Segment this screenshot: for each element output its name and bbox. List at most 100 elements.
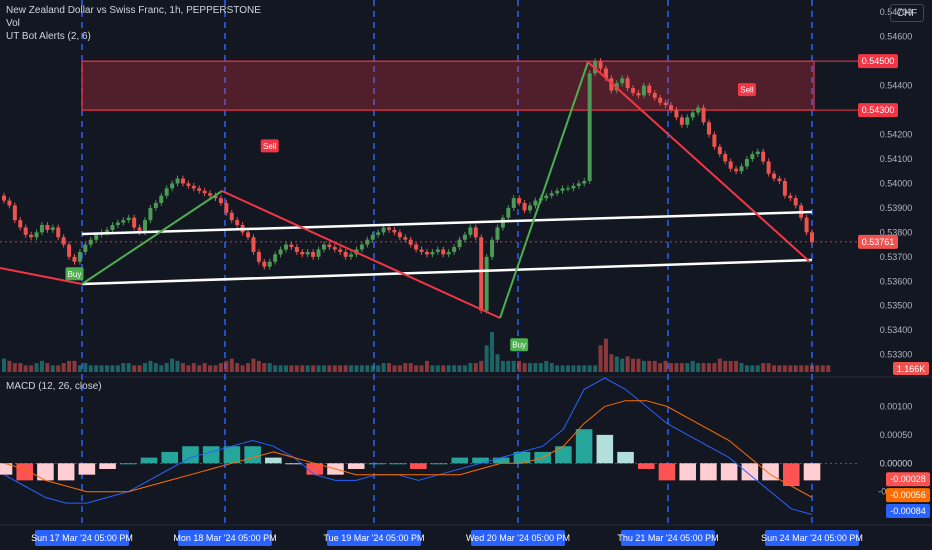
volume-bar	[614, 356, 619, 372]
volume-bar	[636, 358, 641, 372]
volume-bar	[349, 365, 354, 372]
candle	[544, 192, 549, 202]
volume-bar	[761, 363, 766, 372]
candle	[305, 248, 310, 258]
candle	[636, 90, 641, 99]
volume-bar	[343, 365, 348, 372]
candle	[555, 187, 560, 197]
candle-body	[332, 247, 337, 250]
candle	[473, 224, 478, 241]
candle-body	[522, 203, 527, 211]
macd-tick-label: 0.00050	[880, 430, 913, 440]
candle	[620, 75, 625, 87]
candle	[370, 231, 375, 243]
candle	[77, 248, 82, 265]
candle-body	[587, 73, 592, 181]
volume-bar	[419, 365, 424, 372]
volume-bar	[658, 363, 663, 372]
volume-bar	[316, 365, 321, 372]
time-tick-label: Mon 18 Mar '24 05:00 PM	[173, 533, 276, 543]
volume-bar	[750, 365, 755, 372]
volume-bar	[674, 363, 679, 372]
volume-bar	[289, 365, 294, 372]
time-tick: Thu 21 Mar '24 05:00 PM	[617, 530, 719, 546]
candle-body	[12, 205, 17, 221]
volume-bar	[39, 360, 44, 372]
candle-body	[511, 198, 516, 208]
volume-bar	[267, 363, 272, 372]
candle	[115, 219, 120, 228]
volume-bar	[647, 360, 652, 372]
candle	[761, 148, 766, 165]
candle	[517, 195, 522, 206]
volume-bar	[663, 360, 668, 372]
volume-bar	[137, 365, 142, 372]
volume-bar	[788, 365, 793, 372]
trendline-green-2	[499, 61, 589, 319]
candle	[549, 190, 554, 199]
candle-body	[717, 146, 722, 155]
candle	[392, 226, 397, 236]
candle-body	[755, 151, 760, 155]
candle	[582, 178, 587, 187]
trendline-red-1	[221, 190, 501, 319]
candle	[300, 248, 305, 258]
time-tick-bg	[178, 530, 272, 546]
signal-badge	[260, 139, 279, 153]
volume-bar	[744, 365, 749, 372]
candle-body	[484, 256, 489, 311]
candle	[696, 104, 701, 116]
candle	[419, 246, 424, 255]
volume-bar	[45, 363, 50, 372]
candle-body	[430, 251, 435, 255]
macd-value-label: -0.00028	[890, 474, 926, 484]
macd-histogram-bar	[78, 463, 96, 475]
volume-bar	[755, 365, 760, 372]
volume-bar	[278, 365, 283, 372]
volume-bar	[669, 363, 674, 372]
macd-histogram-bar	[513, 451, 531, 464]
volume-bar	[500, 360, 505, 372]
candle-body	[663, 102, 668, 106]
candle	[528, 202, 533, 214]
candle	[229, 209, 234, 224]
candle-body	[246, 232, 251, 238]
candle-body	[679, 117, 684, 125]
candle-body	[462, 234, 467, 240]
volume-bar	[121, 363, 126, 372]
candle	[294, 244, 299, 255]
macd-histogram-bar	[347, 463, 365, 469]
candle-body	[576, 183, 581, 186]
volume-bar	[728, 360, 733, 372]
candle	[669, 102, 674, 114]
volume-bar	[457, 365, 462, 372]
candle-body	[598, 61, 603, 69]
currency-button[interactable]: CHF	[890, 4, 924, 22]
candle	[766, 158, 771, 177]
price-tick-label: 0.54000	[880, 178, 913, 188]
candle	[224, 200, 229, 216]
volume-bar	[99, 365, 104, 372]
candle-body	[72, 256, 77, 262]
candle-body	[224, 203, 229, 213]
candle-body	[235, 220, 240, 226]
macd-histogram-bar	[575, 429, 593, 464]
candle-body	[669, 105, 674, 111]
volume-bar	[511, 360, 516, 372]
volume-bar	[387, 363, 392, 372]
macd-histogram-bar	[782, 463, 800, 487]
candle-body	[208, 193, 213, 196]
candle-body	[658, 97, 663, 103]
volume-bar	[170, 358, 175, 372]
candle-body	[305, 251, 310, 255]
volume-bar	[820, 365, 825, 372]
volume-bar	[468, 363, 473, 372]
candle	[782, 178, 787, 199]
candle-body	[115, 222, 120, 226]
volume-bar	[517, 360, 522, 372]
candle-body	[528, 205, 533, 211]
candle	[788, 192, 793, 202]
volume-bar	[641, 360, 646, 372]
candle	[744, 156, 749, 170]
